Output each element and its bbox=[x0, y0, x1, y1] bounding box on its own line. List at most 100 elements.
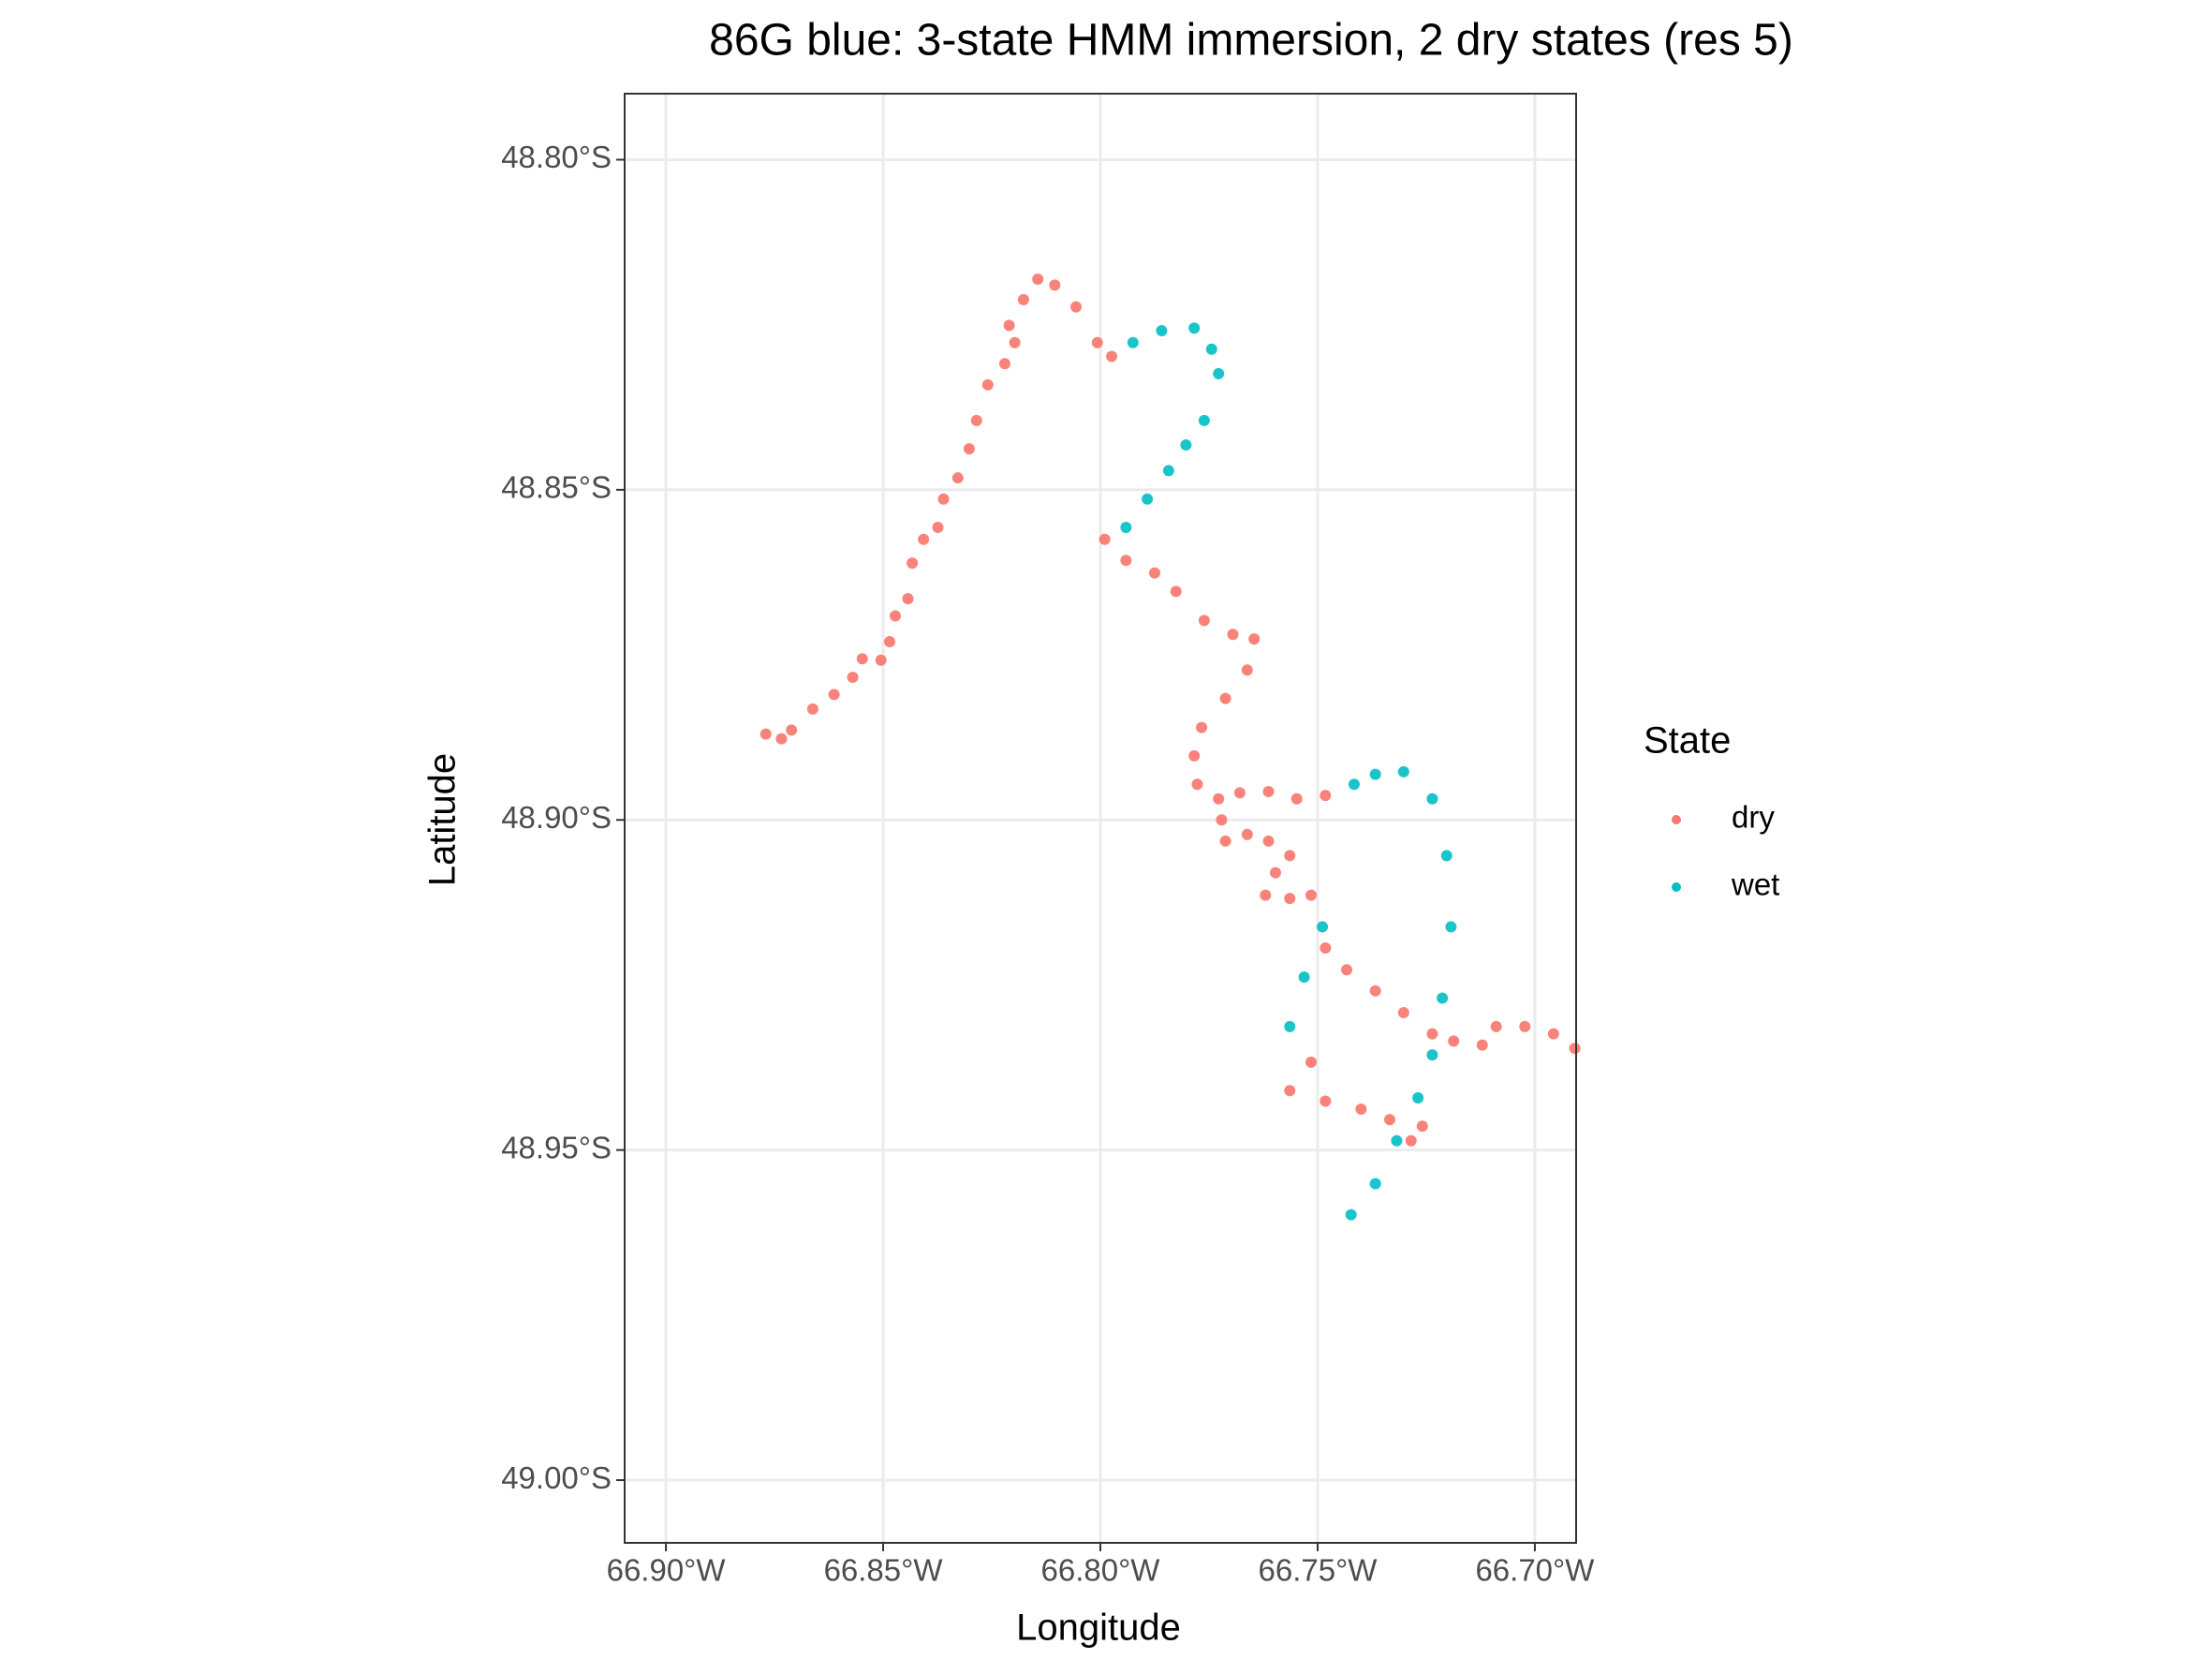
point bbox=[1188, 749, 1201, 762]
point bbox=[1383, 1114, 1395, 1126]
point bbox=[1290, 792, 1303, 805]
point bbox=[1397, 1007, 1409, 1019]
y-tick-label: 48.80°S bbox=[501, 140, 612, 174]
point bbox=[1205, 343, 1217, 355]
point bbox=[1248, 633, 1261, 645]
x-axis-label: Longitude bbox=[1016, 1607, 1181, 1649]
point bbox=[1156, 325, 1168, 337]
point bbox=[1188, 322, 1201, 334]
x-tick-label: 66.70°W bbox=[1475, 1553, 1595, 1588]
point bbox=[1369, 985, 1381, 997]
point bbox=[1196, 721, 1208, 733]
point bbox=[1241, 828, 1253, 840]
point bbox=[1397, 765, 1409, 778]
point bbox=[1017, 293, 1029, 305]
legend-title: State bbox=[1644, 720, 1731, 762]
point bbox=[1298, 971, 1310, 984]
point bbox=[1426, 792, 1438, 805]
point bbox=[1284, 893, 1296, 905]
point bbox=[1219, 835, 1231, 847]
point bbox=[883, 635, 895, 647]
point bbox=[1476, 1039, 1488, 1051]
point bbox=[1317, 921, 1329, 933]
y-axis-label: Latitude bbox=[422, 753, 464, 886]
point bbox=[1241, 664, 1253, 676]
point bbox=[1490, 1020, 1502, 1032]
point bbox=[970, 414, 982, 426]
point bbox=[1305, 1056, 1318, 1068]
point bbox=[1416, 1120, 1428, 1133]
point bbox=[1320, 1095, 1332, 1107]
chart-title: 86G blue: 3-state HMM immersion, 2 dry s… bbox=[709, 16, 1793, 66]
point bbox=[1345, 1208, 1357, 1221]
point bbox=[1305, 889, 1318, 901]
point bbox=[1437, 992, 1449, 1004]
point bbox=[1260, 889, 1272, 901]
point bbox=[1369, 1178, 1381, 1190]
x-tick-label: 66.85°W bbox=[824, 1553, 944, 1588]
point bbox=[1127, 336, 1139, 348]
point bbox=[759, 728, 772, 740]
legend-label: wet bbox=[1731, 867, 1779, 902]
point bbox=[1198, 414, 1210, 426]
point bbox=[1219, 692, 1231, 704]
point bbox=[1547, 1028, 1559, 1040]
point bbox=[1369, 768, 1381, 780]
point bbox=[1348, 778, 1360, 791]
point bbox=[1191, 778, 1203, 791]
point bbox=[1569, 1043, 1581, 1055]
legend: dry wet bbox=[1672, 800, 1779, 902]
point bbox=[1198, 615, 1210, 627]
point bbox=[1405, 1134, 1417, 1147]
point bbox=[1142, 493, 1154, 505]
point bbox=[932, 522, 944, 534]
point bbox=[1213, 792, 1225, 805]
point bbox=[1170, 585, 1182, 598]
point bbox=[902, 593, 914, 605]
point bbox=[981, 378, 994, 391]
point bbox=[786, 724, 798, 736]
point bbox=[828, 689, 840, 701]
point bbox=[1341, 964, 1353, 976]
point bbox=[806, 703, 818, 715]
point bbox=[1148, 567, 1160, 579]
point bbox=[1320, 941, 1332, 954]
grid bbox=[625, 94, 1576, 1543]
point bbox=[1391, 1134, 1403, 1147]
point bbox=[1284, 850, 1296, 862]
legend-swatch bbox=[1672, 815, 1681, 824]
point bbox=[1180, 438, 1192, 451]
point bbox=[951, 472, 964, 484]
legend-swatch bbox=[1672, 882, 1681, 892]
point bbox=[998, 358, 1010, 370]
point bbox=[1445, 921, 1457, 933]
point bbox=[1009, 336, 1021, 348]
point bbox=[856, 653, 868, 665]
point bbox=[1120, 522, 1132, 534]
marks bbox=[759, 274, 1581, 1221]
point bbox=[1412, 1091, 1424, 1104]
x-tick-label: 66.80°W bbox=[1041, 1553, 1161, 1588]
y-tick-label: 48.85°S bbox=[501, 470, 612, 505]
legend-label: dry bbox=[1732, 800, 1775, 835]
point bbox=[1426, 1028, 1438, 1040]
point bbox=[1440, 850, 1453, 862]
point bbox=[1003, 319, 1015, 332]
point bbox=[1355, 1103, 1367, 1115]
point bbox=[1216, 814, 1228, 826]
point bbox=[1269, 867, 1281, 879]
y-tick-label: 48.90°S bbox=[501, 800, 612, 835]
point bbox=[907, 557, 919, 570]
point bbox=[1213, 367, 1225, 379]
point bbox=[918, 533, 930, 545]
point bbox=[1106, 350, 1118, 363]
point bbox=[1320, 790, 1332, 802]
axes: 66.90°W 66.85°W 66.80°W 66.75°W 66.70°W 48.80… bbox=[501, 140, 1595, 1588]
point bbox=[1448, 1035, 1460, 1047]
y-tick-label: 49.00°S bbox=[501, 1460, 612, 1495]
point bbox=[875, 654, 887, 666]
point bbox=[1091, 336, 1103, 348]
point bbox=[963, 443, 975, 455]
